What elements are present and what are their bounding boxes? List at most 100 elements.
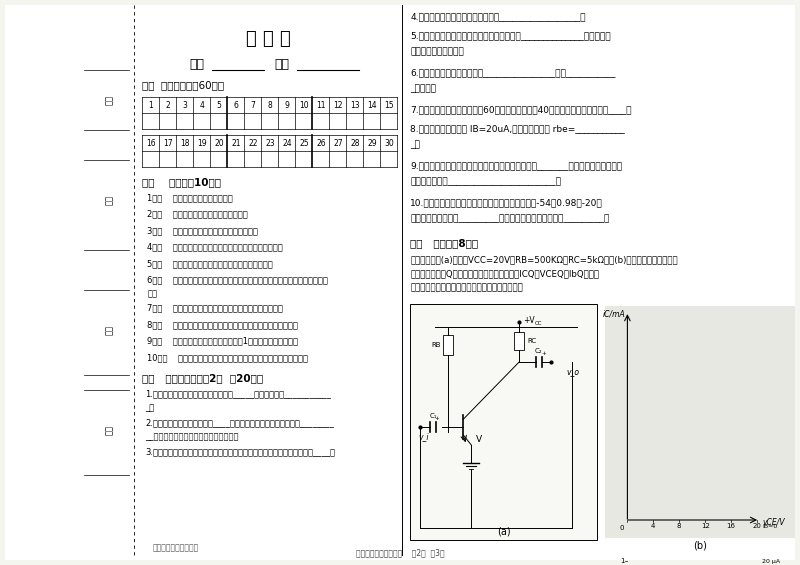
Text: 22: 22 [248, 138, 258, 147]
Text: 8: 8 [677, 523, 682, 529]
Text: RC: RC [527, 338, 536, 344]
Text: 5: 5 [217, 101, 222, 110]
Bar [410, 304, 598, 540]
Text: vCE/V: vCE/V [762, 518, 785, 527]
Text: 9.共射极放大电路若出现截止失真，输出电压波形的_______半周将出现切割失真，: 9.共射极放大电路若出现截止失真，输出电压波形的_______半周将出现切割失真… [410, 161, 622, 170]
Text: 4: 4 [199, 101, 204, 110]
Text: 高一电子技术期中试题: 高一电子技术期中试题 [152, 543, 198, 552]
Text: 7．（    ）放大电路在工作时，同时存在直流和交流分量。: 7．（ ）放大电路在工作时，同时存在直流和交流分量。 [147, 303, 283, 312]
Text: 3．（    ）一个三极管相当于两个二极管并联。: 3．（ ）一个三极管相当于两个二极管并联。 [147, 226, 258, 235]
Text: 13: 13 [350, 101, 360, 110]
Text: 10.有一个三级放大电路，已知各级电压放大倍数为-54、0.98、-20，: 10.有一个三级放大电路，已知各级电压放大倍数为-54、0.98、-20， [410, 198, 603, 207]
Text: 1．（    ）二极管具有单向导电性。: 1．（ ）二极管具有单向导电性。 [147, 193, 233, 202]
Text: v_i: v_i [418, 432, 429, 441]
Text: 解决的办法是将________________________。: 解决的办法是将________________________。 [410, 177, 562, 186]
Text: +: + [434, 416, 439, 421]
Text: 10: 10 [299, 101, 309, 110]
Text: 8．（    ）造成放大器工作点不稳定的主要因素是电源电压波动。: 8．（ ）造成放大器工作点不稳定的主要因素是电源电压波动。 [147, 320, 298, 329]
Text: (b): (b) [694, 541, 707, 551]
Text: 7: 7 [250, 101, 255, 110]
Text: 4．（    ）对脉动直流电滤波的目的是为了提高输出电压。: 4．（ ）对脉动直流电滤波的目的是为了提高输出电压。 [147, 242, 283, 251]
Text: 要求：使用铅笔及直尺作图，必要的辅助线也虚线: 要求：使用铅笔及直尺作图，必要的辅助线也虚线 [410, 283, 523, 292]
Text: 四、   作图题（8分）: 四、 作图题（8分） [410, 238, 478, 248]
Text: 20: 20 [753, 523, 762, 529]
Text: 27: 27 [333, 138, 342, 147]
Bar [606, 306, 795, 538]
Text: 班级: 班级 [105, 425, 114, 435]
Text: 16: 16 [726, 523, 735, 529]
Text: 则总电压放大倍数为_________，输出电压与输入电压相位_________。: 则总电压放大倍数为_________，输出电压与输入电压相位_________。 [410, 214, 610, 223]
Text: 二、    判断题（10分）: 二、 判断题（10分） [142, 177, 222, 187]
Text: 18: 18 [180, 138, 190, 147]
Text: 8.已知某小功率三极管 IB=20uA,估算其输入电阻 rbe=___________: 8.已知某小功率三极管 IB=20uA,估算其输入电阻 rbe=________… [410, 124, 625, 133]
Text: 3.半波整流电路中二极管承受反向电压的最大值为变压器次级电压有效值的____倍: 3.半波整流电路中二极管承受反向电压的最大值为变压器次级电压有效值的____倍 [146, 447, 335, 457]
Text: 6: 6 [234, 101, 238, 110]
Text: 28: 28 [350, 138, 360, 147]
Text: 3: 3 [182, 101, 187, 110]
Text: 6．（    ）放大电路静态工作点过高时，在其他条件不变时，可以增加基极电阻: 6．（ ）放大电路静态工作点过高时，在其他条件不变时，可以增加基极电阻 [147, 276, 328, 285]
Text: 姓名: 姓名 [105, 325, 114, 335]
Text: 4.滤波器可将输入的脉动直流电变为__________________。: 4.滤波器可将输入的脉动直流电变为__________________。 [410, 12, 586, 21]
Bar [514, 332, 524, 350]
Text: 考场: 考场 [105, 95, 114, 105]
Text: C₂: C₂ [535, 348, 542, 354]
Text: 在下面的电路(a)中，若VCC=20V，RB=500KΩ，RC=5kΩ，在(b)图上画出直流负载线，: 在下面的电路(a)中，若VCC=20V，RB=500KΩ，RC=5kΩ，在(b)… [410, 255, 678, 264]
Text: 考号: 考号 [105, 195, 114, 205]
Text: (a): (a) [497, 526, 510, 536]
Text: 12: 12 [333, 101, 342, 110]
Text: 25: 25 [299, 138, 309, 147]
Text: 高一电子技术期中试题    第2页  共3页: 高一电子技术期中试题 第2页 共3页 [356, 548, 444, 557]
Text: 姓名: 姓名 [190, 58, 205, 71]
Text: 4: 4 [651, 523, 655, 529]
Text: 6.分析放大电路的常用方法有________________法和___________: 6.分析放大电路的常用方法有________________法和________… [410, 68, 616, 77]
Text: 12: 12 [701, 523, 710, 529]
Text: 班级: 班级 [274, 58, 290, 71]
Text: 9．（    ）共集电极放大电路放大倍数为1，因此它不算放大器。: 9．（ ）共集电极放大电路放大倍数为1，因此它不算放大器。 [147, 337, 298, 346]
Text: 29: 29 [367, 138, 377, 147]
Text: _。: _。 [146, 403, 154, 412]
Text: 20 μA: 20 μA [762, 559, 780, 564]
Text: +: + [541, 351, 546, 357]
Text: 1: 1 [149, 101, 154, 110]
Text: 1: 1 [620, 558, 624, 564]
Text: 值。: 值。 [147, 289, 158, 298]
Text: 16: 16 [146, 138, 156, 147]
Text: 一、  单项选择题（60分）: 一、 单项选择题（60分） [142, 80, 225, 90]
Text: 5.晶体管工作在放大状态的条件是发射结要加______________偏置电压，: 5.晶体管工作在放大状态的条件是发射结要加______________偏置电压， [410, 31, 611, 40]
Text: 确定静态工作点Q，并读出放大器的静态工作点ICQ，VCEQ和IbQ的值。: 确定静态工作点Q，并读出放大器的静态工作点ICQ，VCEQ和IbQ的值。 [410, 270, 599, 278]
Text: IB=0: IB=0 [762, 524, 778, 529]
Text: 17: 17 [163, 138, 173, 147]
Text: v_o: v_o [566, 367, 579, 376]
Text: 20: 20 [214, 138, 224, 147]
Text: 26: 26 [316, 138, 326, 147]
Text: 10．（    ）采用阻容耦合的多级放大器，前后级的工作点互相影响。: 10．（ ）采用阻容耦合的多级放大器，前后级的工作点互相影响。 [147, 353, 308, 362]
Text: 15: 15 [384, 101, 394, 110]
Text: 0: 0 [620, 525, 624, 531]
Bar [443, 335, 454, 355]
Text: __电阻，才能保证管子的正常可靠工作。: __电阻，才能保证管子的正常可靠工作。 [146, 432, 239, 441]
Text: 5．（    ）放大器带负载比不带负载时的放大倍数小。: 5．（ ）放大器带负载比不带负载时的放大倍数小。 [147, 259, 273, 268]
Text: CC: CC [535, 321, 542, 326]
Text: _法两种。: _法两种。 [410, 84, 437, 93]
Text: 30: 30 [384, 138, 394, 147]
Text: 23: 23 [265, 138, 274, 147]
Text: 2: 2 [166, 101, 170, 110]
Text: _。: _。 [410, 140, 420, 149]
Text: 21: 21 [231, 138, 241, 147]
Text: iC/mA: iC/mA [602, 309, 626, 318]
Text: 集电结要加偏置电压。: 集电结要加偏置电压。 [410, 47, 464, 56]
Text: RB: RB [431, 342, 440, 348]
Text: 2．（    ）二极管加正向电压时一定导通。: 2．（ ）二极管加正向电压时一定导通。 [147, 210, 248, 219]
Text: 24: 24 [282, 138, 292, 147]
Text: 14: 14 [367, 101, 377, 110]
Text: 1.二极管处于反向偏置时，呈现的内阻_____，可等效开关___________: 1.二极管处于反向偏置时，呈现的内阻_____，可等效开关___________ [146, 389, 331, 398]
Text: V: V [477, 434, 482, 444]
Text: 19: 19 [197, 138, 206, 147]
Text: 7.放大电路的电压放大倍数为60，电流放大倍数为40，则它的功率放大倍数为____。: 7.放大电路的电压放大倍数为60，电流放大倍数为40，则它的功率放大倍数为___… [410, 105, 632, 114]
Text: 答 题 纸: 答 题 纸 [246, 30, 290, 48]
Text: +V: +V [523, 316, 534, 325]
Text: 11: 11 [316, 101, 326, 110]
Text: 2.稳压二极管正常工作时应加____向电压，在其电路中需串联一只________: 2.稳压二极管正常工作时应加____向电压，在其电路中需串联一只________ [146, 419, 334, 428]
Text: 9: 9 [285, 101, 290, 110]
Text: 8: 8 [267, 101, 272, 110]
